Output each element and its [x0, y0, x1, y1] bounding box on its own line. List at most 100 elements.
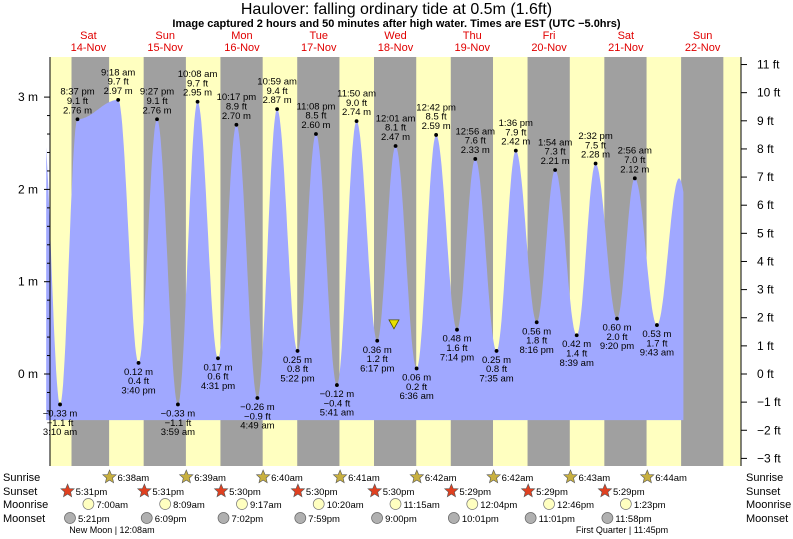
tide-label: 8:37 pm [60, 87, 94, 98]
moonset-time: 7:02pm [232, 514, 264, 525]
tide-point [655, 323, 659, 327]
moonset-icon [448, 512, 460, 524]
tide-label: 0.17 m [203, 362, 232, 373]
tide-label: 0.12 m [124, 367, 153, 378]
tide-label: 3:40 pm [121, 386, 155, 397]
day-label-dow: Sun [155, 30, 175, 42]
row-label-right-sunset: Sunset [746, 486, 780, 498]
tide-point [553, 168, 558, 172]
day-label-date: 15-Nov [147, 42, 183, 54]
tide-label: 2:32 pm [578, 131, 612, 142]
tide-point [335, 383, 339, 387]
day-label-dow: Sun [693, 30, 713, 42]
tide-label: 9.1 ft [146, 96, 167, 107]
sunrise-star-icon [255, 469, 271, 484]
row-label-right-moonset: Moonset [746, 513, 788, 525]
tide-point [234, 122, 239, 127]
sunset-time: 5:30pm [229, 487, 261, 498]
row-label-right-sunrise: Sunrise [746, 472, 783, 484]
tide-point [494, 349, 499, 353]
moonset-time: 6:09pm [155, 514, 187, 525]
tide-label: 1.6 ft [446, 343, 467, 354]
tide-label: 0.6 ft [207, 372, 228, 383]
sunset-star-icon [597, 483, 613, 498]
sunrise-star-icon [178, 469, 194, 484]
sunset-star-icon [290, 483, 306, 498]
tide-label: 0.8 ft [486, 364, 507, 375]
day-label-date: 21-Nov [608, 42, 644, 54]
tide-label: 9.0 ft [346, 98, 367, 109]
tide-annotations: −0.33 m−1.1 ft3:10 am8:37 pm9.1 ft2.76 m… [43, 67, 674, 438]
day-label-date: 17-Nov [301, 42, 337, 54]
tide-label: 8.5 ft [305, 111, 326, 122]
left-axis-tick-label: 0 m [18, 367, 38, 381]
tide-label: 0.25 m [283, 355, 312, 366]
tide-point [473, 157, 478, 161]
tide-point [434, 133, 439, 137]
sunset-time: 5:29pm [459, 487, 491, 498]
tide-label: 1.4 ft [566, 349, 587, 360]
sunrise-time: 6:42am [502, 473, 534, 484]
tide-label: −0.33 m [43, 408, 78, 419]
tide-label: 2.60 m [301, 120, 330, 131]
moonrise-icon [236, 498, 248, 510]
tide-label: 0.42 m [562, 339, 591, 350]
tide-label: 7:35 am [479, 374, 513, 385]
tide-point [393, 144, 398, 148]
tide-point [155, 117, 159, 122]
right-axis-tick-label: 5 ft [757, 226, 774, 240]
tide-label: 0.56 m [522, 326, 551, 337]
sunset-star-icon [213, 483, 229, 498]
tide-label: 1:36 pm [499, 118, 533, 129]
tide-label: 2.95 m [183, 88, 212, 99]
tide-label: 8:16 pm [520, 345, 554, 356]
tide-label: 2.47 m [381, 132, 410, 143]
right-axis-tick-label: 2 ft [757, 311, 774, 325]
tide-label: −0.12 m [320, 389, 355, 400]
sunrise-star-icon [639, 469, 655, 484]
moonrise-time: 10:20am [327, 500, 364, 511]
moonrise-icon [619, 498, 632, 510]
tide-point [75, 117, 80, 122]
tide-label: 2.12 m [620, 164, 649, 175]
left-axis-tick-label: 1 m [18, 275, 38, 289]
tide-point [176, 402, 180, 407]
tide-area-layer [46, 99, 684, 421]
tide-label: 9.1 ft [67, 96, 88, 107]
tide-label: 4:49 am [240, 421, 274, 432]
moon-phase-label: New Moon | 12:08am [69, 525, 154, 535]
right-axis-tick-label: −2 ft [757, 423, 781, 437]
sunset-star-icon [136, 483, 152, 498]
tide-label: −0.4 ft [324, 398, 351, 409]
tide-label: 7:14 pm [440, 352, 474, 363]
row-label-left-moonrise: Moonrise [3, 499, 48, 511]
tide-label: 2.0 ft [606, 332, 627, 343]
sunrise-star-icon [102, 469, 117, 484]
tide-label: 7.3 ft [545, 147, 566, 158]
left-axis-tick-label: 2 m [18, 182, 38, 196]
current-level-marker [388, 319, 400, 330]
day-label-date: 18-Nov [378, 42, 414, 54]
tide-label: 2.28 m [581, 150, 610, 161]
chart-title: Haulover: falling ordinary tide at 0.5m … [240, 1, 553, 18]
day-label-dow: Sat [80, 30, 97, 42]
tide-label: 2.70 m [222, 111, 251, 122]
sunrise-time: 6:38am [118, 473, 150, 484]
sunrise-time: 6:44am [655, 473, 687, 484]
row-label-left-sunrise: Sunrise [3, 472, 40, 484]
sunset-star-icon [443, 483, 459, 498]
moonrise-icon [543, 498, 555, 510]
tide-label: 3:10 am [43, 427, 77, 438]
moonset-icon [601, 512, 614, 524]
row-label-right-moonrise: Moonrise [746, 499, 791, 511]
tide-label: 0.06 m [402, 372, 431, 383]
tide-point [455, 327, 459, 332]
tide-point [216, 356, 220, 361]
day-label-dow: Sat [618, 30, 635, 42]
right-axis-tick-label: −3 ft [757, 451, 781, 465]
tide-label: 2.21 m [541, 156, 570, 167]
tide-label: 10:08 am [178, 69, 218, 80]
moonset-time: 5:21pm [78, 514, 110, 525]
moonrise-icon [82, 498, 95, 510]
